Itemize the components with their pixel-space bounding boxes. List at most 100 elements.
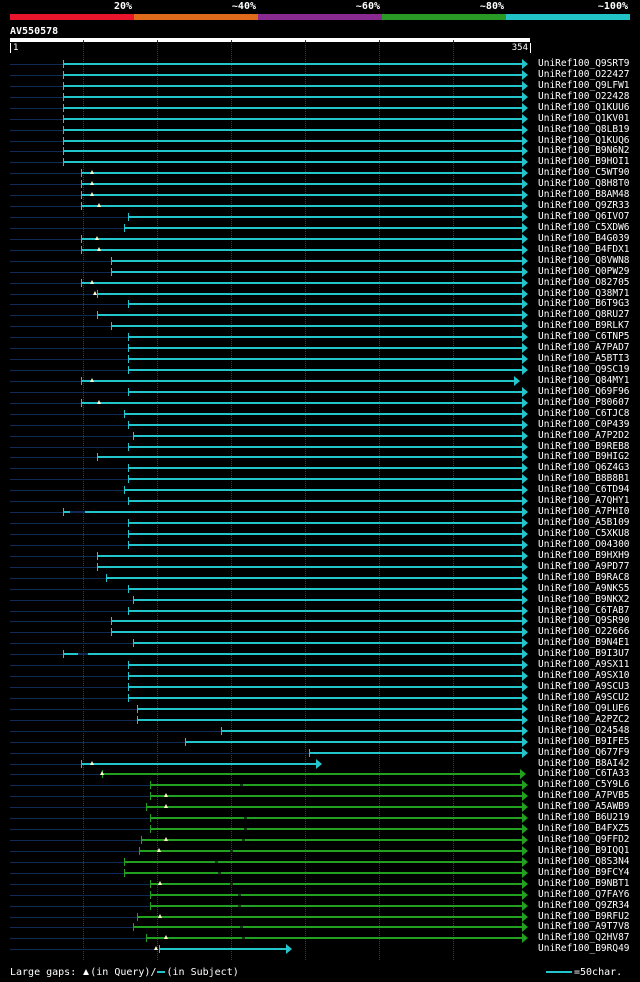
hit-label[interactable]: UniRef100_A7PAD7 [538,342,630,353]
hit-label[interactable]: UniRef100_B9RFU2 [538,911,630,922]
hit-row[interactable]: UniRef100_B8AI42 [0,758,640,770]
hit-label[interactable]: UniRef100_B9RLK7 [538,320,630,331]
hit-label[interactable]: UniRef100_P80607 [538,397,630,408]
alignment-bar[interactable] [111,325,522,327]
hit-row[interactable]: UniRef100_C6TA33 [0,768,640,780]
alignment-bar[interactable] [81,172,522,174]
hit-row[interactable]: UniRef100_C6TD94 [0,484,640,496]
hit-row[interactable]: UniRef100_B6T9G3 [0,298,640,310]
hit-row[interactable]: UniRef100_A5BTI3 [0,353,640,365]
hit-label[interactable]: UniRef100_Q1KV01 [538,113,630,124]
alignment-bar[interactable] [128,500,522,502]
hit-row[interactable]: UniRef100_A9NKS5 [0,583,640,595]
hit-label[interactable]: UniRef100_Q9ZR33 [538,200,630,211]
hit-row[interactable]: UniRef100_Q1KV01 [0,113,640,125]
hit-row[interactable]: UniRef100_B9RFU2 [0,911,640,923]
alignment-bar[interactable] [128,697,522,699]
hit-label[interactable]: UniRef100_B8AM48 [538,189,630,200]
alignment-bar[interactable] [124,872,522,874]
hit-label[interactable]: UniRef100_Q7FAY6 [538,889,630,900]
alignment-bar[interactable] [146,806,522,808]
hit-row[interactable]: UniRef100_Q7FAY6 [0,889,640,901]
alignment-bar[interactable] [63,140,522,142]
hit-label[interactable]: UniRef100_B8AI42 [538,758,630,769]
hit-label[interactable]: UniRef100_B9HOI1 [538,156,630,167]
hit-label[interactable]: UniRef100_A9SCU2 [538,692,630,703]
alignment-bar[interactable] [150,828,522,830]
alignment-bar[interactable] [97,314,522,316]
alignment-bar[interactable] [63,511,522,513]
hit-label[interactable]: UniRef100_B9N4E1 [538,637,630,648]
hit-label[interactable]: UniRef100_C6TAB7 [538,605,630,616]
hit-label[interactable]: UniRef100_B9HXH9 [538,550,630,561]
hit-label[interactable]: UniRef100_B9RAC8 [538,572,630,583]
hit-row[interactable]: UniRef100_B9HIG2 [0,451,640,463]
hit-row[interactable]: UniRef100_Q38M71 [0,288,640,300]
hit-label[interactable]: UniRef100_Q8LB19 [538,124,630,135]
alignment-bar[interactable] [133,926,522,928]
hit-label[interactable]: UniRef100_B6T9G3 [538,298,630,309]
hit-row[interactable]: UniRef100_O04300 [0,539,640,551]
hit-label[interactable]: UniRef100_B9FCY4 [538,867,630,878]
alignment-bar[interactable] [128,358,522,360]
hit-row[interactable]: UniRef100_A9SX11 [0,659,640,671]
alignment-bar[interactable] [133,435,522,437]
alignment-bar[interactable] [63,653,522,655]
hit-row[interactable]: UniRef100_Q1KUU6 [0,102,640,114]
alignment-bar[interactable] [106,577,522,579]
hit-label[interactable]: UniRef100_Q38M71 [538,288,630,299]
hit-label[interactable]: UniRef100_B4G039 [538,233,630,244]
alignment-bar[interactable] [128,369,522,371]
hit-label[interactable]: UniRef100_B9N6N2 [538,145,630,156]
hit-label[interactable]: UniRef100_A5B109 [538,517,630,528]
hit-row[interactable]: UniRef100_B4FXZ5 [0,823,640,835]
alignment-bar[interactable] [128,686,522,688]
hit-row[interactable]: UniRef100_B6U219 [0,812,640,824]
alignment-bar[interactable] [128,675,522,677]
alignment-bar[interactable] [159,948,286,950]
alignment-bar[interactable] [150,883,522,885]
hit-row[interactable]: UniRef100_Q69F96 [0,386,640,398]
hit-row[interactable]: UniRef100_Q9ZR33 [0,200,640,212]
alignment-bar[interactable] [97,566,522,568]
hit-label[interactable]: UniRef100_Q9SC19 [538,364,630,375]
alignment-bar[interactable] [97,555,522,557]
hit-label[interactable]: UniRef100_B9IQQ1 [538,845,630,856]
hit-row[interactable]: UniRef100_B9RLK7 [0,320,640,332]
hit-row[interactable]: UniRef100_C6TAB7 [0,605,640,617]
hit-row[interactable]: UniRef100_Q8H8T0 [0,178,640,190]
hit-row[interactable]: UniRef100_A9T7V8 [0,921,640,933]
hit-label[interactable]: UniRef100_B4FDX1 [538,244,630,255]
hit-row[interactable]: UniRef100_B9RAC8 [0,572,640,584]
hit-label[interactable]: UniRef100_Q1KUU6 [538,102,630,113]
hit-label[interactable]: UniRef100_B9NKX2 [538,594,630,605]
alignment-bar[interactable] [81,763,316,765]
hit-row[interactable]: UniRef100_A9PD77 [0,561,640,573]
hit-row[interactable]: UniRef100_B9FCY4 [0,867,640,879]
hit-label[interactable]: UniRef100_B9HIG2 [538,451,630,462]
hit-row[interactable]: UniRef100_B9IFE5 [0,736,640,748]
hit-label[interactable]: UniRef100_Q9LFW1 [538,80,630,91]
alignment-bar[interactable] [146,937,522,939]
alignment-bar[interactable] [124,227,522,229]
hit-row[interactable]: UniRef100_C6TJC8 [0,408,640,420]
alignment-bar[interactable] [81,402,522,404]
hit-row[interactable]: UniRef100_C0P439 [0,419,640,431]
hit-label[interactable]: UniRef100_Q8S3N4 [538,856,630,867]
hit-row[interactable]: UniRef100_A7P2D2 [0,430,640,442]
hit-label[interactable]: UniRef100_O24548 [538,725,630,736]
hit-row[interactable]: UniRef100_B9RQ49 [0,943,640,955]
hit-row[interactable]: UniRef100_A7PHI0 [0,506,640,518]
hit-label[interactable]: UniRef100_O04300 [538,539,630,550]
alignment-bar[interactable] [63,63,522,65]
hit-row[interactable]: UniRef100_Q9FFD2 [0,834,640,846]
alignment-bar[interactable] [124,861,522,863]
hit-row[interactable]: UniRef100_A7PVB5 [0,790,640,802]
hit-row[interactable]: UniRef100_B9IQQ1 [0,845,640,857]
hit-label[interactable]: UniRef100_C6TNP5 [538,331,630,342]
alignment-bar[interactable] [128,478,522,480]
alignment-bar[interactable] [63,150,522,152]
hit-row[interactable]: UniRef100_B9NBT1 [0,878,640,890]
hit-label[interactable]: UniRef100_A9SCU3 [538,681,630,692]
hit-label[interactable]: UniRef100_B6U219 [538,812,630,823]
